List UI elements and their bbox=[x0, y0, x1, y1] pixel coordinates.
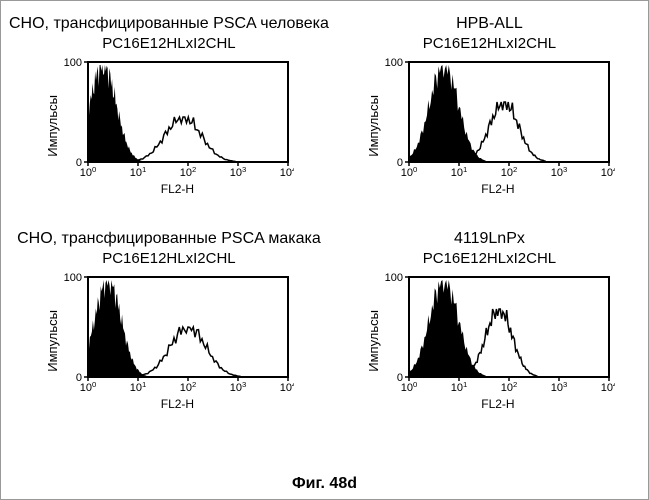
histogram-chart: 0100100101102103104 bbox=[60, 271, 294, 399]
histogram-chart: 0100100101102103104 bbox=[381, 271, 615, 399]
figure-page: CHO, трансфицированные PSCA человека PC1… bbox=[0, 0, 649, 500]
svg-text:100: 100 bbox=[385, 57, 403, 69]
y-axis-label: Импульсы bbox=[364, 310, 381, 372]
chart-wrap: Импульсы 0100100101102103104 FL2-H bbox=[43, 271, 294, 411]
figure-caption: Фиг. 48d bbox=[1, 475, 648, 493]
svg-text:104: 104 bbox=[601, 165, 615, 180]
panel-hpb-all: HPB-ALL PC16E12HLxI2CHL Импульсы 0100100… bbox=[339, 15, 640, 196]
x-axis-label: FL2-H bbox=[161, 182, 194, 196]
panel-title: CHO, трансфицированные PSCA макака bbox=[17, 230, 321, 248]
svg-text:104: 104 bbox=[280, 165, 294, 180]
svg-text:101: 101 bbox=[451, 165, 468, 180]
y-axis-label: Импульсы bbox=[43, 95, 60, 157]
svg-text:100: 100 bbox=[385, 272, 403, 284]
svg-text:102: 102 bbox=[501, 380, 518, 395]
svg-text:101: 101 bbox=[130, 165, 147, 180]
svg-text:101: 101 bbox=[130, 380, 147, 395]
svg-text:100: 100 bbox=[80, 380, 97, 395]
chart-wrap: Импульсы 0100100101102103104 FL2-H bbox=[43, 56, 294, 196]
svg-text:100: 100 bbox=[64, 272, 82, 284]
panel-grid: CHO, трансфицированные PSCA человека PC1… bbox=[9, 15, 640, 411]
svg-text:103: 103 bbox=[230, 165, 247, 180]
panel-title: 4119LnPx bbox=[454, 230, 525, 248]
panel-4119lnpx: 4119LnPx PC16E12HLxI2CHL Импульсы 010010… bbox=[339, 230, 640, 411]
chart-wrap: Импульсы 0100100101102103104 FL2-H bbox=[364, 271, 615, 411]
svg-text:100: 100 bbox=[64, 57, 82, 69]
chart-column: 0100100101102103104 FL2-H bbox=[60, 56, 294, 196]
panel-cho-macaque: CHO, трансфицированные PSCA макака PC16E… bbox=[9, 230, 329, 411]
panel-subtitle: PC16E12HLxI2CHL bbox=[102, 35, 235, 52]
histogram-chart: 0100100101102103104 bbox=[60, 56, 294, 184]
histogram-chart: 0100100101102103104 bbox=[381, 56, 615, 184]
panel-subtitle: PC16E12HLxI2CHL bbox=[423, 250, 556, 267]
x-axis-label: FL2-H bbox=[481, 397, 514, 411]
svg-text:100: 100 bbox=[80, 165, 97, 180]
svg-text:103: 103 bbox=[551, 380, 568, 395]
x-axis-label: FL2-H bbox=[161, 397, 194, 411]
svg-text:104: 104 bbox=[280, 380, 294, 395]
panel-title: HPB-ALL bbox=[456, 15, 523, 33]
svg-text:100: 100 bbox=[401, 165, 418, 180]
svg-text:101: 101 bbox=[451, 380, 468, 395]
svg-text:104: 104 bbox=[601, 380, 615, 395]
chart-column: 0100100101102103104 FL2-H bbox=[381, 56, 615, 196]
x-axis-label: FL2-H bbox=[481, 182, 514, 196]
svg-text:102: 102 bbox=[501, 165, 518, 180]
panel-subtitle: PC16E12HLxI2CHL bbox=[423, 35, 556, 52]
svg-text:103: 103 bbox=[230, 380, 247, 395]
svg-text:100: 100 bbox=[401, 380, 418, 395]
svg-text:102: 102 bbox=[180, 380, 197, 395]
chart-column: 0100100101102103104 FL2-H bbox=[60, 271, 294, 411]
y-axis-label: Импульсы bbox=[364, 95, 381, 157]
svg-text:103: 103 bbox=[551, 165, 568, 180]
chart-wrap: Импульсы 0100100101102103104 FL2-H bbox=[364, 56, 615, 196]
y-axis-label: Импульсы bbox=[43, 310, 60, 372]
panel-subtitle: PC16E12HLxI2CHL bbox=[102, 250, 235, 267]
svg-text:102: 102 bbox=[180, 165, 197, 180]
panel-cho-human: CHO, трансфицированные PSCA человека PC1… bbox=[9, 15, 329, 196]
panel-title: CHO, трансфицированные PSCA человека bbox=[9, 15, 329, 33]
chart-column: 0100100101102103104 FL2-H bbox=[381, 271, 615, 411]
